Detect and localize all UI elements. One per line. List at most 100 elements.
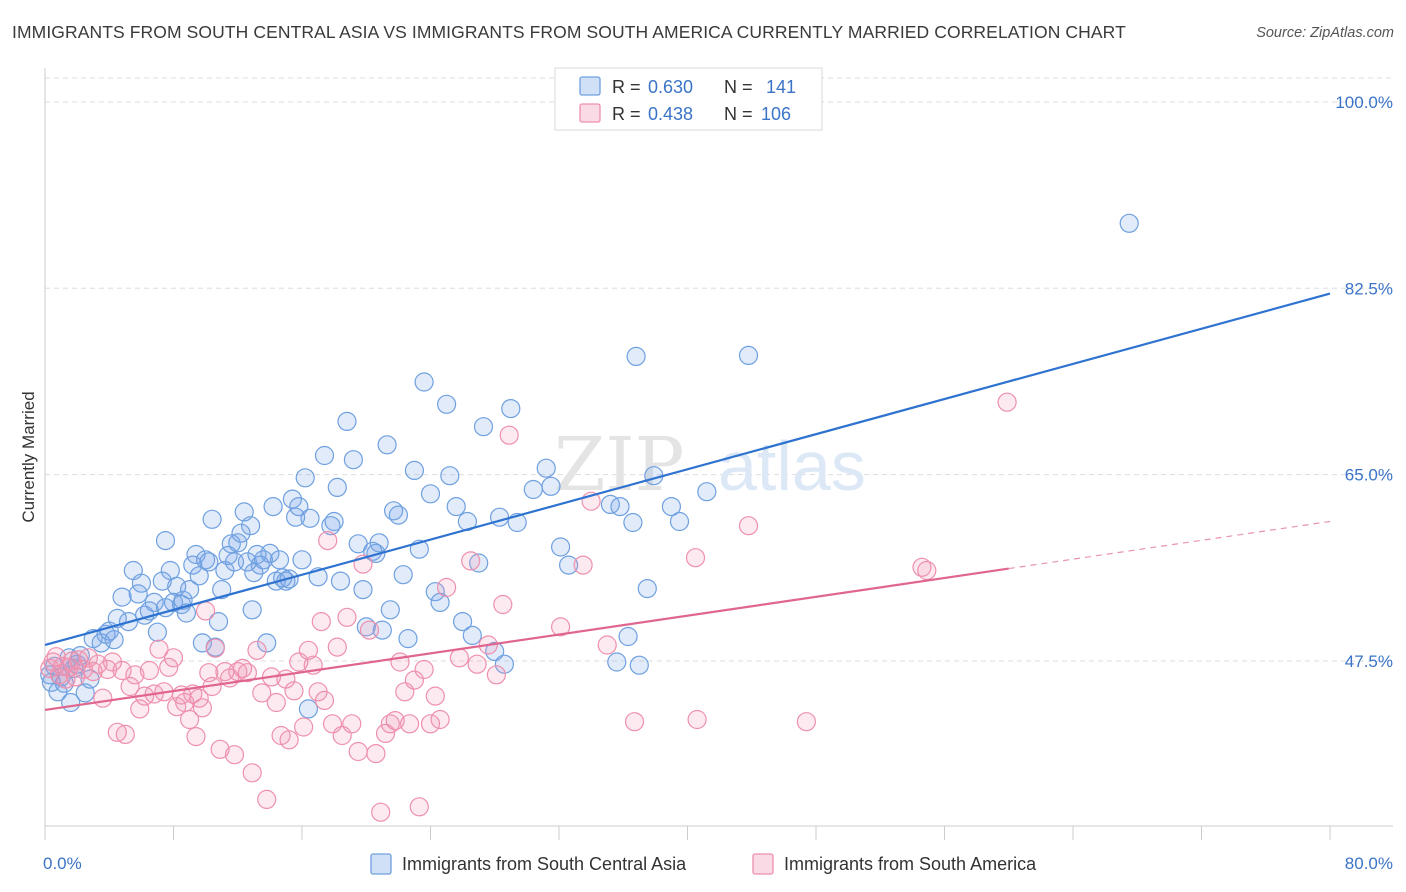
point-blue-72	[289, 497, 309, 517]
legend-n-value-blue: 141	[766, 77, 796, 97]
point-pink-94	[486, 665, 506, 685]
point-pink-10	[73, 659, 94, 680]
point-blue-56	[241, 516, 261, 536]
chart-title: IMMIGRANTS FROM SOUTH CENTRAL ASIA VS IM…	[12, 22, 1126, 42]
point-pink-105	[796, 712, 817, 732]
point-pink-50	[247, 640, 267, 660]
point-blue-58	[244, 562, 264, 583]
point-pink-72	[348, 741, 368, 762]
point-blue-126	[623, 512, 643, 533]
point-pink-75	[366, 743, 386, 764]
axes	[44, 68, 1393, 840]
point-blue-75	[298, 699, 318, 719]
point-pink-107	[917, 560, 937, 581]
point-pink-90	[449, 648, 469, 668]
watermark-atlas: atlas	[718, 427, 866, 505]
legend-n-label-blue: N =	[724, 77, 758, 97]
point-blue-44	[202, 509, 222, 529]
point-blue-30	[155, 530, 176, 551]
point-blue-96	[393, 565, 413, 585]
point-blue-121	[558, 555, 579, 575]
x-tick-label-1: 80.0%	[1345, 854, 1393, 873]
point-pink-79	[385, 710, 405, 731]
point-pink-68	[327, 637, 347, 657]
point-blue-133	[697, 482, 717, 502]
point-blue-109	[462, 625, 482, 646]
point-blue-105	[440, 466, 460, 486]
point-pink-14	[93, 688, 113, 708]
point-pink-38	[196, 601, 216, 621]
legend-swatch-pink	[579, 103, 601, 123]
point-pink-77	[375, 723, 396, 744]
series-legend: Immigrants from South Central Asia Immig…	[370, 853, 1037, 875]
point-blue-35	[173, 590, 193, 610]
point-pink-24	[139, 660, 159, 681]
y-tick-label-3: 100.0%	[1335, 93, 1393, 112]
point-pink-70	[337, 607, 357, 627]
point-blue-73	[292, 550, 312, 570]
point-blue-55	[237, 552, 257, 572]
point-blue-82	[330, 571, 351, 591]
point-blue-117	[523, 479, 543, 500]
point-pink-51	[252, 683, 272, 703]
legend-r-label-pink: R =	[612, 104, 646, 124]
series-legend-swatch-pink	[752, 853, 774, 875]
point-pink-83	[404, 670, 424, 690]
point-pink-66	[318, 530, 338, 551]
point-pink-91	[461, 551, 481, 571]
point-pink-17	[107, 722, 127, 742]
point-blue-95	[388, 505, 408, 525]
point-blue-66	[269, 550, 290, 570]
point-blue-28	[152, 571, 172, 591]
point-pink-19	[115, 724, 135, 745]
trend-line-blue	[44, 292, 1331, 647]
point-pink-108	[997, 392, 1017, 412]
point-pink-85	[414, 659, 434, 680]
point-blue-129	[637, 578, 657, 599]
point-pink-65	[314, 690, 335, 711]
legend-r-label-blue: R =	[612, 77, 646, 97]
point-blue-43	[199, 552, 219, 572]
point-blue-17	[104, 630, 124, 650]
point-pink-71	[342, 714, 362, 734]
legend-swatch-blue	[579, 76, 601, 96]
point-pink-60	[294, 717, 314, 737]
watermark-zip: ZIP	[554, 422, 684, 508]
y-tick-label-1: 65.0%	[1345, 466, 1393, 485]
point-pink-13	[88, 654, 108, 674]
legend-r-value-blue: 0.630	[648, 77, 693, 97]
data-points	[40, 213, 1139, 822]
tick-labels: 47.5% 65.0% 82.5% 100.0% 0.0% 80.0%	[43, 93, 1393, 873]
point-blue-98	[404, 460, 424, 480]
point-blue-135	[1119, 213, 1139, 233]
point-blue-76	[300, 508, 320, 528]
point-pink-103	[687, 709, 707, 730]
point-blue-115	[501, 399, 521, 419]
point-pink-54	[266, 692, 286, 713]
point-pink-33	[180, 709, 200, 730]
point-blue-70	[282, 489, 302, 509]
point-blue-53	[231, 523, 251, 543]
point-blue-102	[425, 582, 445, 602]
point-pink-95	[493, 594, 513, 615]
point-pink-104	[738, 516, 759, 536]
point-pink-49	[242, 763, 262, 783]
point-pink-52	[257, 789, 277, 810]
point-blue-118	[536, 458, 556, 478]
point-blue-128	[629, 655, 649, 675]
point-pink-89	[437, 577, 457, 598]
point-pink-20	[120, 676, 140, 697]
point-blue-124	[610, 497, 630, 517]
point-blue-127	[626, 346, 646, 366]
point-pink-80	[390, 652, 410, 672]
legend-n-label-pink: N =	[724, 104, 758, 124]
point-pink-61	[298, 640, 318, 660]
point-blue-32	[163, 592, 184, 613]
point-blue-92	[377, 435, 397, 455]
point-blue-125	[618, 626, 638, 647]
trend-line-pink-extension	[1008, 520, 1331, 570]
point-blue-64	[263, 497, 283, 517]
point-blue-84	[343, 450, 363, 470]
point-pink-64	[311, 611, 331, 632]
point-blue-104	[437, 394, 457, 414]
